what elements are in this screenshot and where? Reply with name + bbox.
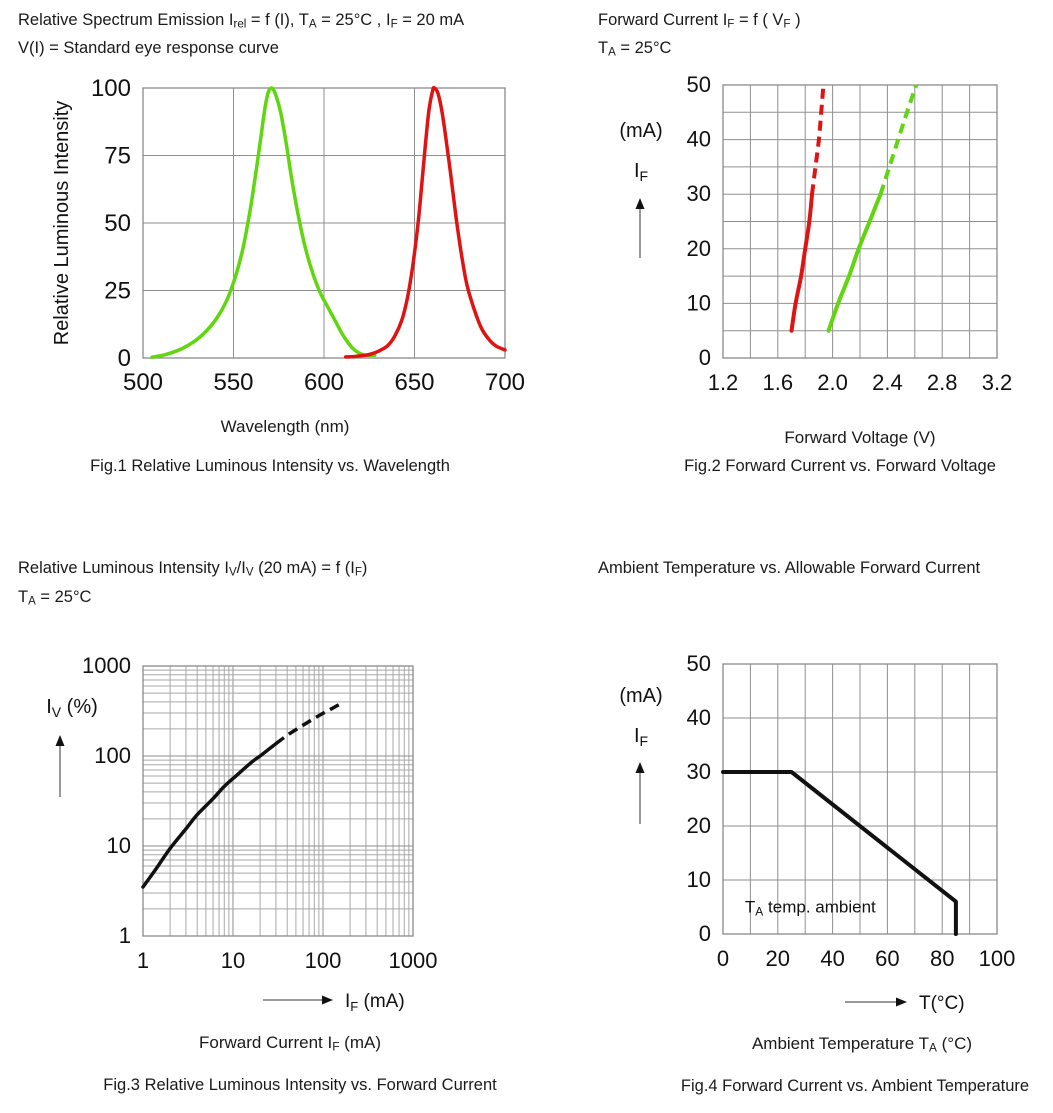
fig1-x-tick: 500: [123, 369, 163, 396]
fig1-y-tick: 75: [104, 143, 131, 170]
fig2-side-label: (mA): [619, 120, 662, 142]
fig3-plot-frame: [142, 665, 414, 937]
fig4-annotation: TA temp. ambient: [745, 897, 876, 918]
fig4-x-tick: 80: [930, 946, 954, 971]
fig1-x-tick: 600: [304, 369, 344, 396]
fig3-y-tick: 10: [107, 833, 131, 858]
fig2-y-tick: 40: [687, 127, 711, 152]
fig4-derating-curve-curve: [721, 770, 958, 936]
fig4-y-tick: 30: [687, 759, 711, 784]
fig3-x-arrow-label: IF (mA): [345, 991, 405, 1014]
fig1-y-axis-label: Relative Luminous Intensity: [51, 101, 73, 346]
fig1-y-tick: 50: [104, 210, 131, 237]
fig1-x-tick: 650: [394, 369, 434, 396]
fig4-x-tick: 0: [717, 946, 729, 971]
fig4-plot-frame: [722, 663, 998, 935]
fig2-title-line2: TA = 25°C: [598, 39, 672, 59]
fig2-x-tick: 3.2: [982, 370, 1013, 395]
fig2-title-line1: Forward Current IF = f ( VF ): [598, 11, 801, 31]
fig3-x-axis-arrow-icon: [263, 995, 333, 1005]
fig2-y-tick: 30: [687, 181, 711, 206]
fig4-side-label: (mA): [619, 685, 662, 707]
fig3-y-axis-arrow-icon: [55, 735, 65, 797]
fig3-title-line1: Relative Luminous Intensity IV/IV (20 mA…: [18, 559, 368, 579]
fig2-plot: 1.2 1.6 2.0 2.4 2.8 3.2 0 10 20 30 40 50 (mA) IF: [619, 72, 1012, 395]
fig4-y-tick: 20: [687, 813, 711, 838]
fig1-red-emission-curve: [343, 85, 507, 359]
fig1-y-tick: 100: [91, 75, 131, 102]
fig3-plot: 1 10 100 1000 1 10 100 1000 IV (%) IF (mA): [46, 653, 437, 1014]
fig2-xaxis-label: Forward Voltage (V): [784, 428, 936, 447]
fig3-relative-intensity-solid-curve: [141, 741, 278, 889]
fig4-y-tick: 40: [687, 705, 711, 730]
fig3-y-tick: 1000: [82, 653, 131, 678]
fig3-side-label: IV (%): [46, 696, 98, 720]
fig1-y-tick: 25: [104, 278, 131, 305]
fig1-caption: Fig.1 Relative Luminous Intensity vs. Wa…: [90, 457, 450, 475]
fig4-title: Ambient Temperature vs. Allowable Forwar…: [598, 559, 981, 577]
fig2-x-tick: 2.0: [817, 370, 848, 395]
fig2-x-tick: 2.4: [872, 370, 903, 395]
fig1-title-line1: Relative Spectrum Emission Irel = f (I),…: [18, 11, 465, 31]
fig4-x-tick: 100: [979, 946, 1016, 971]
fig3-y-tick: 100: [94, 743, 131, 768]
fig1-xaxis-label: Wavelength (nm): [220, 417, 350, 436]
fig3-caption: Fig.3 Relative Luminous Intensity vs. Fo…: [103, 1076, 497, 1094]
fig2-y-tick: 10: [687, 290, 711, 315]
fig1-x-tick: 700: [485, 369, 525, 396]
fig3-xaxis-label: Forward Current IF (mA): [198, 1033, 381, 1054]
fig2-x-tick: 1.6: [763, 370, 794, 395]
fig1-x-tick: 550: [213, 369, 253, 396]
fig4-y-tick: 10: [687, 867, 711, 892]
fig4-x-tick: 60: [875, 946, 899, 971]
fig2-y-tick: 50: [687, 72, 711, 97]
fig1-y-tick: 0: [118, 345, 131, 372]
fig2-y-axis-arrow-icon: [635, 198, 645, 258]
fig3-relative-intensity-extrapolated-curve: [274, 703, 340, 746]
fig2-red-led-solid-curve: [789, 192, 814, 333]
fig3-x-tick: 10: [221, 948, 245, 973]
fig4-y-axis-arrow-icon: [635, 762, 645, 824]
fig4-xaxis-label: Ambient Temperature TA (°C): [751, 1034, 973, 1055]
fig4-y-tick: 50: [687, 651, 711, 676]
fig3-x-tick: 1: [137, 948, 149, 973]
fig1-title-line2: V(I) = Standard eye response curve: [18, 39, 279, 57]
fig2-y-tick: 0: [699, 345, 711, 370]
fig4-x-arrow-label: T(°C): [919, 993, 965, 1014]
fig3-x-tick: 100: [305, 948, 342, 973]
fig2-green-led-solid-curve: [826, 192, 883, 333]
fig4-plot: 0 20 40 60 80 100 0 10 20 30 40 50 (mA) IF T(°C) TA tem…: [619, 651, 1015, 1014]
fig1-plot-frame: [142, 87, 506, 359]
fig1-green-emission-curve: [150, 86, 377, 359]
fig2-x-tick: 1.2: [708, 370, 739, 395]
fig4-y-tick: 0: [699, 921, 711, 946]
fig2-x-tick: 2.8: [927, 370, 958, 395]
fig4-x-axis-arrow-icon: [845, 997, 907, 1007]
fig2-plot-frame: [722, 84, 998, 359]
fig1-plot: 500 550 600 650 700 0 25 50 75 100 Relative Lumino…: [51, 75, 525, 396]
fig2-green-led-extrapolated-curve: [878, 84, 919, 195]
fig4-x-tick: 20: [766, 946, 790, 971]
fig3-title-line2: TA = 25°C: [18, 588, 92, 608]
fig2-red-led-extrapolated-curve: [810, 84, 826, 195]
fig2-y-tick: 20: [687, 236, 711, 261]
fig2-side-label: IF: [634, 160, 648, 184]
fig3-x-tick: 1000: [389, 948, 438, 973]
fig4-caption: Fig.4 Forward Current vs. Ambient Temper…: [680, 1077, 1030, 1095]
fig4-x-tick: 40: [820, 946, 844, 971]
fig2-caption: Fig.2 Forward Current vs. Forward Voltag…: [684, 457, 996, 475]
fig3-y-tick: 1: [119, 923, 131, 948]
fig4-side-label: IF: [634, 725, 648, 749]
